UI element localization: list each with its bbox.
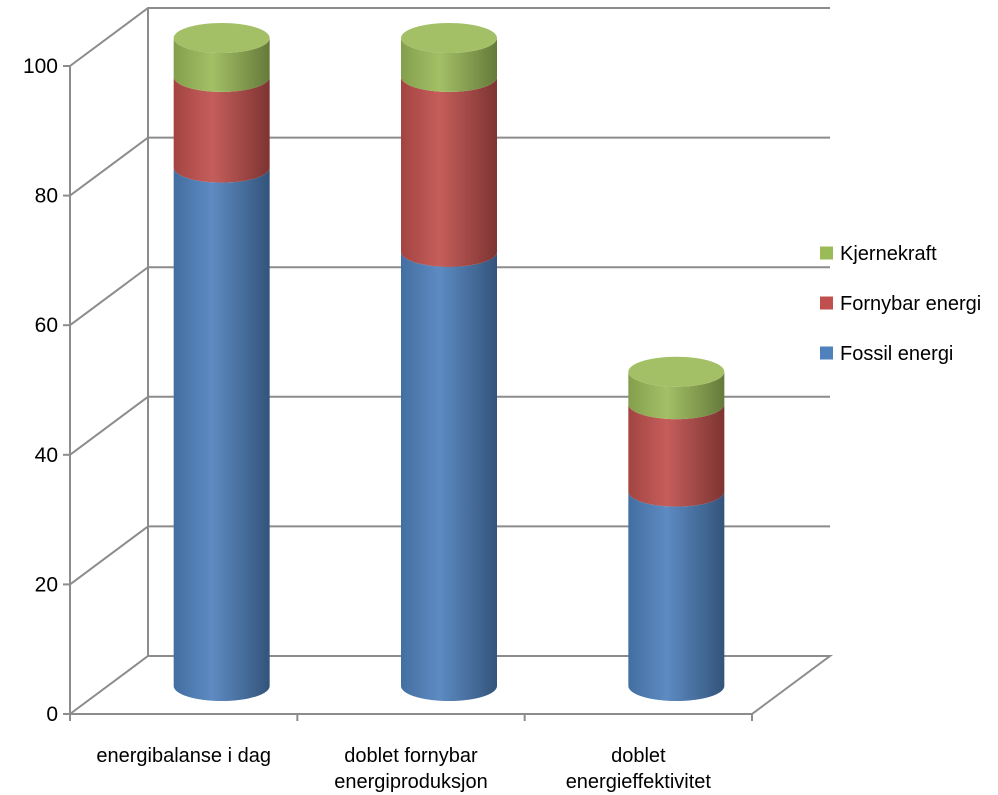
x-category-label: doblet fornybar energiproduksjon <box>334 745 487 793</box>
y-tick-label: 20 <box>35 573 58 596</box>
y-axis-ticks: 0 20 40 60 80 100 <box>23 55 70 726</box>
y-tick-label: 0 <box>46 703 58 726</box>
bar-1-fossil-energi <box>401 251 497 701</box>
legend-label-fornybar-energi: Fornybar energi <box>840 293 981 315</box>
bar-0-fossil-energi <box>173 167 270 701</box>
bar-2-top-cap <box>628 356 725 387</box>
x-category-label: doblet energieffektivitet <box>566 745 712 793</box>
x-category-label: energibalanse i dag <box>96 745 271 767</box>
legend-swatch-fossil-energi <box>820 346 833 360</box>
x-axis-labels: energibalanse i dag doblet fornybar energi… <box>96 745 711 793</box>
y-tick-label: 40 <box>35 444 58 467</box>
bar-1-kjernekraft <box>401 38 497 92</box>
legend-swatch-fornybar-energi <box>820 296 833 310</box>
gridline-20 <box>69 525 830 586</box>
gridline-80 <box>69 136 830 197</box>
bars <box>173 23 725 702</box>
bar-0-kjernekraft <box>173 38 270 92</box>
y-tick-label: 60 <box>35 314 58 337</box>
y-tick-label: 80 <box>35 185 58 208</box>
bar-2-fossil-energi <box>628 491 725 702</box>
gridline-40 <box>69 395 830 456</box>
axes <box>69 66 753 721</box>
bar-0-top-cap <box>173 23 270 53</box>
legend-swatch-kjernekraft <box>820 246 833 260</box>
legend: Kjernekraft Fornybar energi Fossil energi <box>820 243 981 365</box>
legend-label-fossil-energi: Fossil energi <box>840 343 953 365</box>
gridline-60 <box>69 266 830 327</box>
legend-label-kjernekraft: Kjernekraft <box>840 243 937 265</box>
bar-1-fornybar-energi <box>401 76 497 267</box>
bar-2-fornybar-energi <box>628 404 725 507</box>
bar-2-kjernekraft <box>628 371 725 420</box>
bar-0-fornybar-energi <box>173 76 270 183</box>
bar-1-top-cap <box>401 23 497 53</box>
y-tick-label: 100 <box>23 55 58 78</box>
gridline-100 <box>69 7 830 67</box>
gridlines <box>69 7 830 586</box>
